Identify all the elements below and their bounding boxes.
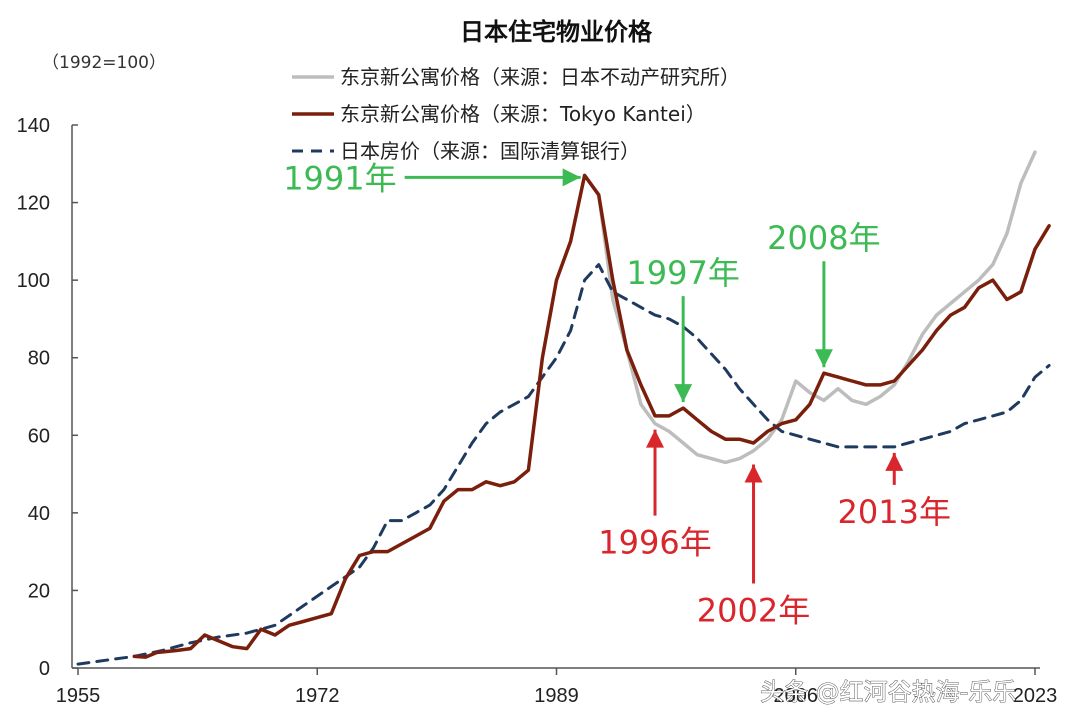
annotation-label: 2013年: [838, 493, 951, 531]
legend: 东京新公寓价格（来源：日本不动产研究所） 东京新公寓价格（来源：Tokyo Kan…: [292, 65, 740, 163]
annotation-label: 1991年: [283, 159, 396, 197]
legend-label-2: 东京新公寓价格（来源：Tokyo Kantei）: [340, 102, 706, 126]
x-tick-group: 1955 1972 1989 2006 2023: [56, 668, 1058, 707]
x-tick-label: 1972: [295, 685, 340, 707]
annotations: 1991年 1997年 2008年 1996年 2002年 2013年: [283, 159, 951, 629]
y-tick-label: 80: [28, 348, 50, 370]
annotation-arrow-head: [646, 429, 665, 448]
annotation-label: 1996年: [598, 524, 711, 562]
y-tick-label: 0: [39, 658, 50, 680]
unit-label: （1992=100）: [42, 53, 166, 73]
x-tick-label: 1955: [56, 685, 101, 707]
y-tick-label: 140: [17, 115, 50, 137]
axes: [71, 125, 1040, 669]
y-tick-label: 120: [17, 193, 50, 215]
y-tick-label: 60: [28, 425, 50, 447]
chart-title: 日本住宅物业价格: [460, 18, 653, 46]
x-tick-label: 2023: [1013, 685, 1058, 707]
legend-label-3: 日本房价（来源：国际清算银行）: [340, 139, 640, 163]
annotation-label: 1997年: [626, 254, 739, 292]
y-tick-label: 20: [28, 580, 50, 602]
y-tick-group: 0 20 40 60 80 100 120 140: [17, 115, 78, 680]
watermark: 头条 @红河谷热海-乐乐: [760, 678, 1016, 706]
annotation-arrow-head: [562, 168, 581, 187]
x-tick-label: 2006: [774, 685, 819, 707]
annotation-arrow-head: [885, 452, 904, 471]
x-tick-label: 1989: [534, 685, 579, 707]
annotation-arrow-head: [674, 384, 693, 403]
annotation-arrow-head: [744, 464, 763, 483]
series-line-3: [76, 263, 1051, 666]
series-line-1: [582, 150, 1037, 465]
annotation-label: 2008年: [767, 219, 880, 257]
y-tick-label: 100: [17, 270, 50, 292]
series-line-2: [132, 173, 1051, 659]
legend-label-1: 东京新公寓价格（来源：日本不动产研究所）: [340, 65, 740, 89]
annotation-arrow-head: [814, 349, 833, 368]
annotation-label: 2002年: [697, 592, 810, 630]
y-tick-label: 40: [28, 503, 50, 525]
series-layer: [76, 150, 1051, 666]
